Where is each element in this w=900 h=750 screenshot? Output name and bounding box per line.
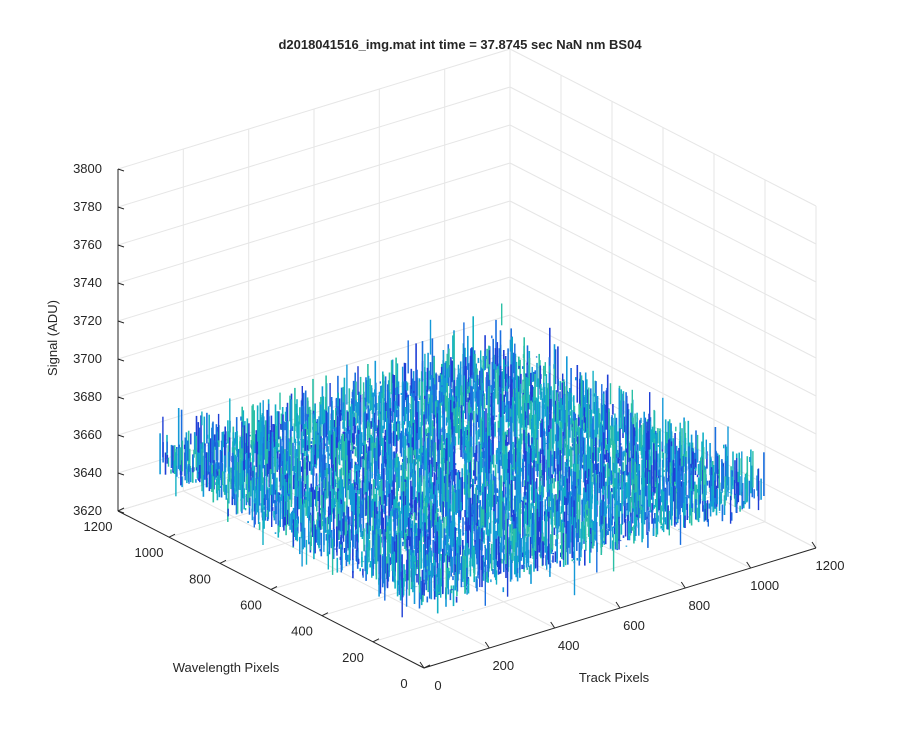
gridline — [372, 521, 766, 643]
surface-layer — [159, 303, 765, 618]
